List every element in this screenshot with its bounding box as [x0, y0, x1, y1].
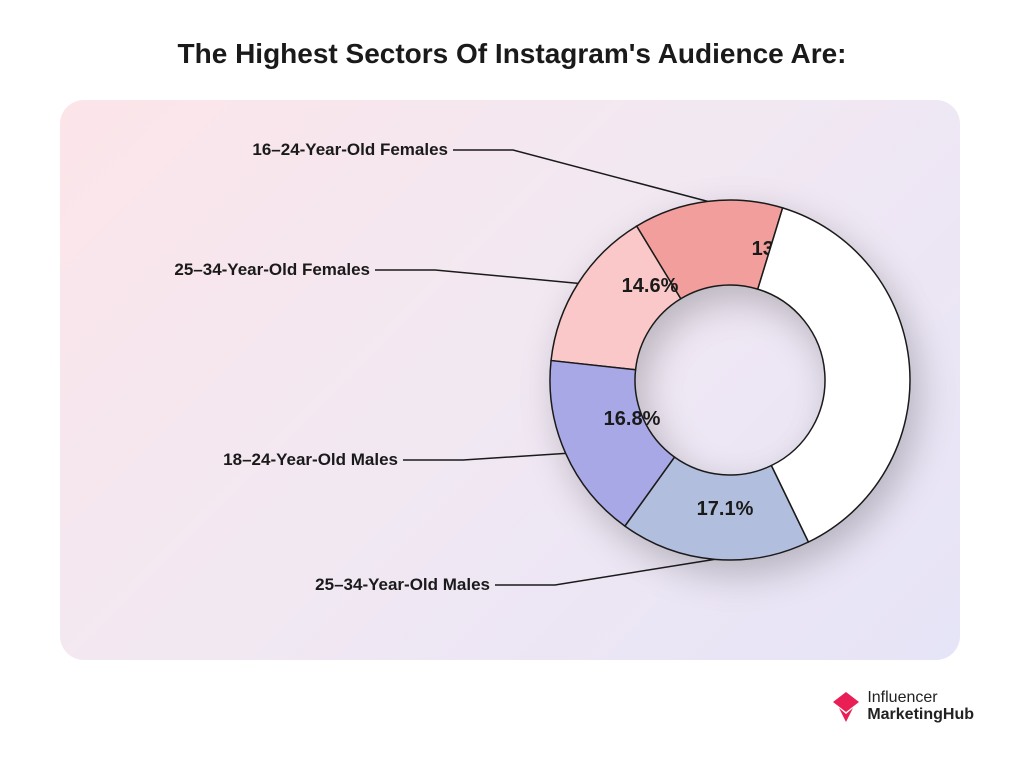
logo-text: Influencer MarketingHub: [867, 690, 974, 724]
logo-icon: [833, 692, 859, 722]
leader-f25_34: [375, 270, 578, 283]
label-f25_34: 25–34-Year-Old Females: [60, 260, 370, 280]
label-f16_24: 16–24-Year-Old Females: [60, 140, 448, 160]
leader-f16_24: [453, 150, 708, 201]
label-m25_34: 25–34-Year-Old Males: [60, 575, 490, 595]
brand-logo: Influencer MarketingHub: [833, 690, 974, 724]
chart-card: 13.4%14.6%16.8%17.1% 16–24-Year-Old Fema…: [60, 100, 960, 660]
chart-title: The Highest Sectors Of Instagram's Audie…: [0, 0, 1024, 70]
logo-line1: Influencer: [867, 690, 974, 707]
leader-m25_34: [495, 559, 714, 585]
logo-line2: MarketingHub: [867, 707, 974, 724]
label-m18_24: 18–24-Year-Old Males: [60, 450, 398, 470]
leader-m18_24: [403, 453, 566, 460]
